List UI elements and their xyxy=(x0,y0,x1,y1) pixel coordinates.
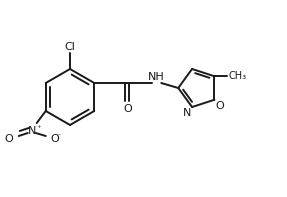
Text: O: O xyxy=(4,134,13,144)
Text: ⁻: ⁻ xyxy=(57,132,61,140)
Text: CH₃: CH₃ xyxy=(228,71,247,81)
Text: O: O xyxy=(124,104,133,114)
Text: O: O xyxy=(216,101,224,111)
Text: O: O xyxy=(51,134,59,144)
Text: Cl: Cl xyxy=(65,42,75,52)
Text: NH: NH xyxy=(148,72,165,82)
Text: N: N xyxy=(183,108,191,118)
Text: N: N xyxy=(28,126,36,136)
Text: ⁺: ⁺ xyxy=(37,124,41,133)
